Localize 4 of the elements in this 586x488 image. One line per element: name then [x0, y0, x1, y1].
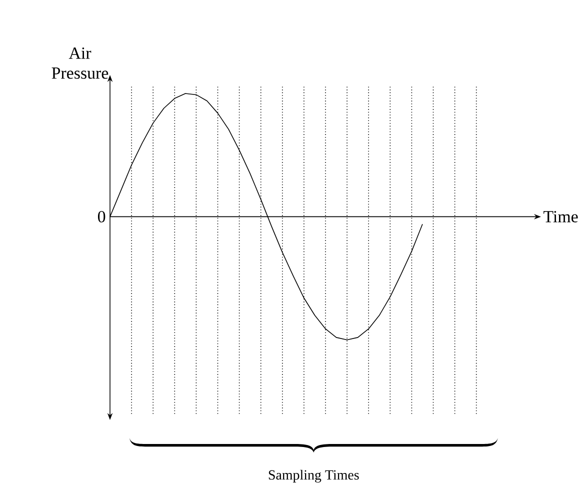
x-axis-title: Time — [544, 211, 578, 222]
y-axis-title: Air Pressure — [52, 47, 108, 79]
text: 0 — [98, 210, 106, 222]
text: Sampling Times — [268, 470, 359, 483]
